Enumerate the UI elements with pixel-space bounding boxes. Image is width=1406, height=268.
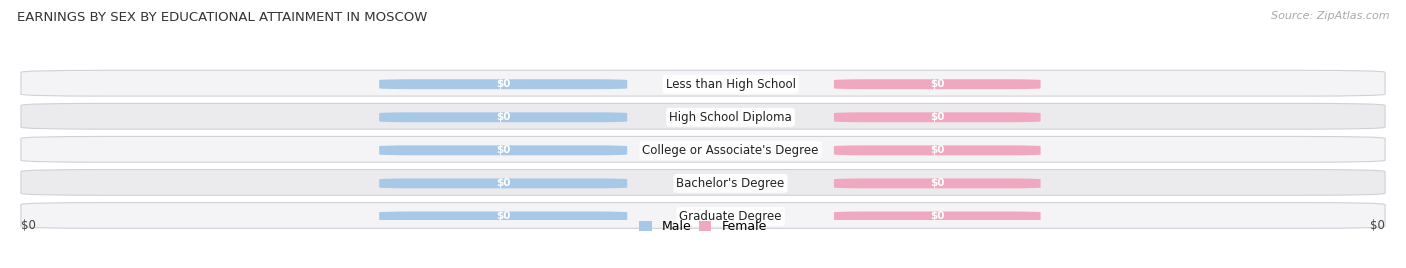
Text: Less than High School: Less than High School bbox=[665, 78, 796, 91]
FancyBboxPatch shape bbox=[380, 178, 627, 188]
FancyBboxPatch shape bbox=[380, 211, 627, 221]
Text: $0: $0 bbox=[496, 145, 510, 155]
Text: $0: $0 bbox=[929, 112, 945, 122]
FancyBboxPatch shape bbox=[21, 70, 1385, 96]
Text: High School Diploma: High School Diploma bbox=[669, 111, 792, 124]
Text: $0: $0 bbox=[929, 145, 945, 155]
Text: EARNINGS BY SEX BY EDUCATIONAL ATTAINMENT IN MOSCOW: EARNINGS BY SEX BY EDUCATIONAL ATTAINMEN… bbox=[17, 11, 427, 24]
FancyBboxPatch shape bbox=[834, 79, 1040, 89]
Text: $0: $0 bbox=[496, 79, 510, 89]
Text: $0: $0 bbox=[929, 79, 945, 89]
Text: $0: $0 bbox=[496, 112, 510, 122]
Text: Graduate Degree: Graduate Degree bbox=[679, 210, 782, 223]
Text: $0: $0 bbox=[1371, 219, 1385, 232]
FancyBboxPatch shape bbox=[380, 112, 627, 122]
FancyBboxPatch shape bbox=[21, 203, 1385, 228]
FancyBboxPatch shape bbox=[834, 112, 1040, 122]
Text: $0: $0 bbox=[929, 178, 945, 188]
Text: $0: $0 bbox=[21, 219, 35, 232]
FancyBboxPatch shape bbox=[21, 169, 1385, 195]
Text: $0: $0 bbox=[929, 211, 945, 221]
Text: $0: $0 bbox=[496, 211, 510, 221]
FancyBboxPatch shape bbox=[21, 103, 1385, 129]
Text: Source: ZipAtlas.com: Source: ZipAtlas.com bbox=[1271, 11, 1389, 21]
Text: Bachelor's Degree: Bachelor's Degree bbox=[676, 177, 785, 190]
FancyBboxPatch shape bbox=[380, 79, 627, 89]
FancyBboxPatch shape bbox=[834, 145, 1040, 155]
FancyBboxPatch shape bbox=[380, 145, 627, 155]
Legend: Male, Female: Male, Female bbox=[634, 215, 772, 238]
Text: $0: $0 bbox=[496, 178, 510, 188]
FancyBboxPatch shape bbox=[834, 178, 1040, 188]
Text: College or Associate's Degree: College or Associate's Degree bbox=[643, 144, 818, 157]
FancyBboxPatch shape bbox=[834, 211, 1040, 221]
FancyBboxPatch shape bbox=[21, 136, 1385, 162]
